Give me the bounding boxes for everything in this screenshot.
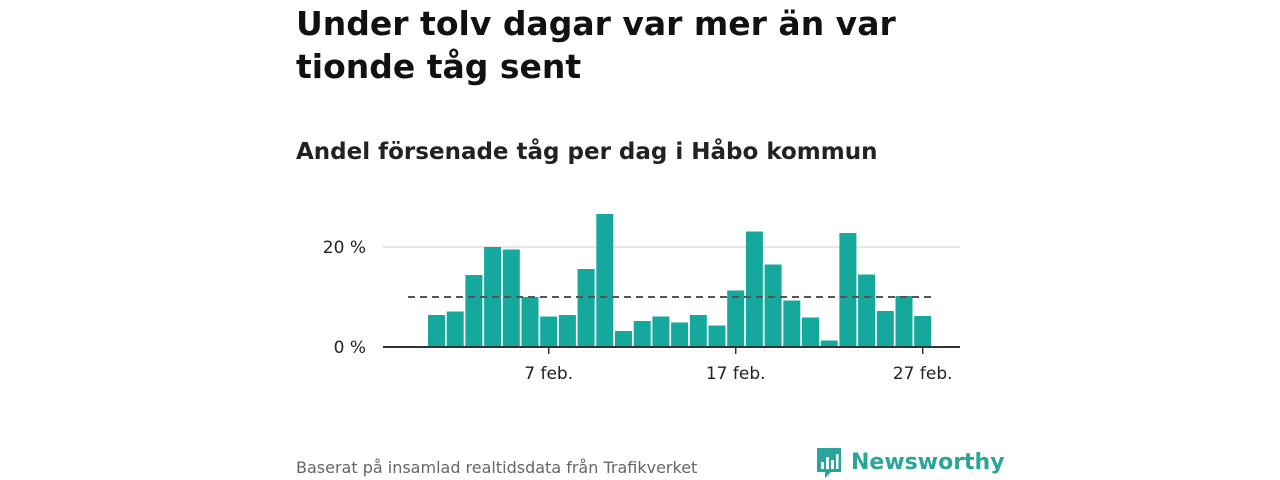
bar — [858, 274, 876, 347]
bar — [764, 264, 782, 347]
x-tick-label: 27 feb. — [893, 364, 953, 384]
x-tick-label: 17 feb. — [706, 364, 766, 384]
bar — [577, 269, 595, 347]
bar — [839, 233, 857, 347]
bar — [895, 296, 913, 347]
y-tick-label: 0 % — [334, 338, 366, 358]
bar — [446, 311, 464, 347]
bar — [783, 300, 801, 347]
bar — [465, 275, 483, 347]
bar — [521, 297, 539, 347]
bar — [428, 315, 445, 347]
x-tick-label: 7 feb. — [524, 364, 573, 384]
bar-chart-logo-icon — [817, 448, 841, 478]
bar — [596, 214, 614, 347]
bar — [745, 231, 763, 347]
bar — [914, 316, 932, 347]
y-tick-label: 20 % — [323, 238, 366, 258]
bar-chart: 0 % 20 % 7 feb. 17 feb. 27 feb. — [323, 214, 960, 384]
bar — [502, 249, 520, 347]
chart-subtitle: Andel försenade tåg per dag i Håbo kommu… — [296, 139, 878, 165]
y-axis-ticks: 0 % 20 % — [323, 238, 366, 358]
x-axis-ticks: 7 feb. 17 feb. 27 feb. — [524, 347, 953, 384]
bar — [727, 290, 745, 347]
source-note: Baserat på insamlad realtidsdata från Tr… — [296, 458, 698, 477]
bar — [615, 331, 632, 347]
bar — [689, 315, 707, 347]
bar — [540, 316, 558, 347]
bar — [633, 321, 651, 347]
bar — [820, 340, 838, 347]
brand-logo: Newsworthy — [815, 446, 1005, 480]
bar — [876, 311, 894, 347]
bar — [558, 315, 576, 347]
bar — [708, 325, 726, 347]
brand-name: Newsworthy — [851, 450, 1005, 475]
bar — [652, 316, 670, 347]
bars — [428, 214, 932, 347]
bar — [802, 317, 819, 347]
bar — [671, 322, 689, 347]
page-title: Under tolv dagar var mer än var tionde t… — [296, 4, 896, 86]
